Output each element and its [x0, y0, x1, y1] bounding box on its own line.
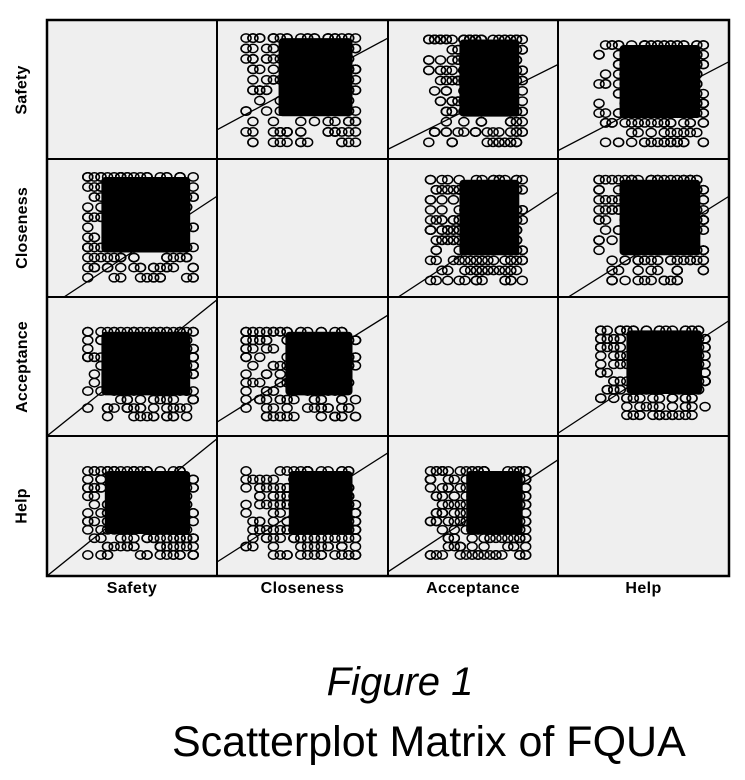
panel-background [388, 297, 558, 436]
scatterplot-matrix [45, 18, 731, 578]
col-label-help: Help [625, 580, 662, 597]
regression-line [217, 37, 388, 131]
figure-caption-title: Figure 1 [326, 660, 474, 704]
panel-background [217, 159, 388, 297]
scatter-panel-safety-vs-closeness [217, 33, 388, 148]
panels-layer [47, 20, 729, 576]
scatter-panel-help-vs-safety [47, 438, 217, 576]
col-label-closeness: Closeness [260, 580, 345, 597]
col-label-acceptance: Acceptance [426, 580, 520, 597]
regression-line [567, 195, 729, 297]
scatter-panel-help-vs-acceptance [388, 459, 558, 573]
scatter-panel-safety-vs-help [558, 40, 729, 152]
regression-line [397, 191, 558, 297]
row-label-text: Help [13, 488, 31, 524]
scatter-panel-acceptance-vs-help [558, 320, 729, 434]
regression-line [558, 61, 729, 152]
row-label-safety: Safety [0, 20, 46, 159]
regression-line [217, 314, 388, 423]
regression-line [217, 452, 388, 563]
figure-caption-subtitle: Scatterplot Matrix of FQUA [172, 718, 686, 766]
scatter-panel-closeness-vs-safety [63, 171, 217, 297]
scatter-panel-safety-vs-acceptance [388, 34, 558, 150]
row-label-closeness: Closeness [0, 159, 46, 297]
row-label-acceptance: Acceptance [0, 297, 46, 436]
scatter-panel-closeness-vs-acceptance [397, 174, 558, 297]
regression-line [47, 438, 217, 576]
row-label-help: Help [0, 436, 46, 576]
col-label-safety: Safety [106, 580, 158, 597]
scatter-panel-acceptance-vs-closeness [217, 314, 388, 423]
regression-line [558, 320, 729, 434]
panel-background [47, 20, 217, 159]
regression-line [388, 459, 558, 573]
scatter-panel-acceptance-vs-safety [47, 299, 217, 436]
scatter-panel-closeness-vs-help [567, 174, 729, 297]
row-label-text: Acceptance [14, 320, 32, 413]
panel-background [558, 436, 729, 576]
row-label-text: Safety [14, 64, 32, 115]
regression-line [47, 299, 217, 436]
scatter-panel-help-vs-closeness [217, 452, 388, 563]
regression-line [63, 195, 217, 297]
regression-line [388, 63, 558, 150]
matrix-frame [45, 18, 731, 578]
row-label-text: Closeness [14, 187, 31, 269]
